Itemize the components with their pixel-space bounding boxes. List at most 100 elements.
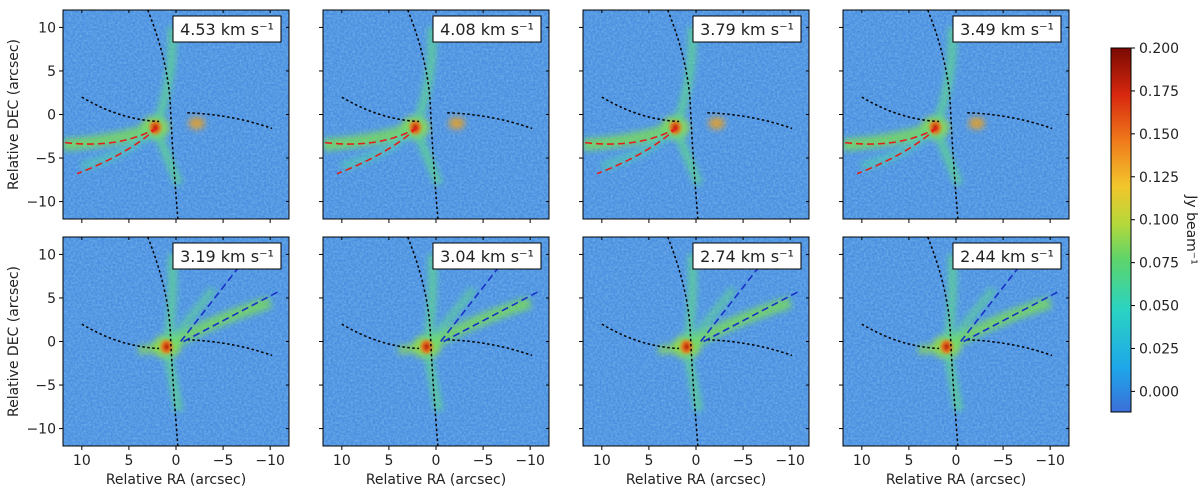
nw-filament-2 [163, 286, 217, 350]
core-peak [420, 339, 433, 354]
y-tick-label: 10 [38, 247, 56, 263]
x-tick-label: 10 [853, 453, 871, 469]
channel-panel: 2.74 km s⁻¹ 10 5 0 −5 −10 Relative RA (arcsec) [579, 236, 810, 488]
west-knot [188, 117, 205, 130]
emission-map [843, 237, 1069, 446]
filament-tracer-east [601, 96, 680, 123]
core-peak [669, 120, 682, 135]
core-peak-center [683, 342, 690, 351]
colorbar-tick-label: 0.050 [1139, 299, 1179, 315]
x-axis-label: Relative RA (arcsec) [886, 472, 1026, 488]
y-tick-label: −10 [26, 195, 56, 211]
filament-tracer-east [861, 96, 940, 123]
velocity-label: 3.49 km s⁻¹ [960, 20, 1054, 39]
blue-outflow-lobe [703, 290, 800, 343]
x-tick-label: 5 [124, 453, 133, 469]
colorbar-tick-label: 0.175 [1139, 84, 1179, 100]
nw-filament [163, 296, 272, 352]
core-peak [929, 120, 942, 135]
colorbar-tick-label: 0.000 [1139, 384, 1179, 400]
red-outflow-lobe [336, 126, 418, 175]
filament-tracer-east [861, 323, 940, 350]
x-axis-label: Relative RA (arcsec) [366, 472, 506, 488]
x-tick-label: 0 [432, 453, 441, 469]
nw-filament-2 [943, 286, 997, 350]
east-filament-2 [600, 124, 679, 172]
velocity-label: 4.53 km s⁻¹ [180, 20, 274, 39]
red-outflow-lobe [582, 126, 678, 145]
velocity-label: 2.44 km s⁻¹ [960, 247, 1054, 266]
x-tick-label: 5 [904, 453, 913, 469]
core-peak [680, 339, 693, 354]
red-outflow-lobe [322, 126, 418, 145]
velocity-label-box [432, 15, 542, 43]
filament-tracer-east [81, 323, 160, 350]
colorbar-tick-label: 0.025 [1139, 341, 1179, 357]
nw-filament [943, 296, 1052, 352]
x-tick-label: 10 [73, 453, 91, 469]
velocity-label-box [692, 15, 802, 43]
emission-map [63, 237, 289, 446]
colorbar-tick-label: 0.125 [1139, 170, 1179, 186]
emission-map [63, 10, 289, 219]
core-peak [160, 339, 173, 354]
red-outflow-lobe [76, 126, 158, 175]
y-tick-label: −5 [35, 378, 56, 394]
y-tick-label: 0 [47, 108, 56, 124]
x-tick-label: 10 [333, 453, 351, 469]
channel-panel: 2.44 km s⁻¹ 10 5 0 −5 −10 Relative RA (arcsec) [839, 236, 1070, 488]
x-tick-label: −10 [775, 453, 805, 469]
velocity-label: 2.74 km s⁻¹ [700, 247, 794, 266]
x-tick-label: −5 [733, 453, 754, 469]
velocity-label-box [172, 15, 282, 43]
emission-map [843, 10, 1069, 219]
x-tick-label: 0 [952, 453, 961, 469]
blue-outflow-lobe [183, 290, 280, 343]
velocity-label: 4.08 km s⁻¹ [440, 20, 534, 39]
blue-outflow-lobe [960, 262, 1023, 342]
filament-tracer-east [341, 96, 420, 123]
x-axis-label: Relative RA (arcsec) [106, 472, 246, 488]
velocity-label-box [172, 242, 282, 270]
x-tick-label: −10 [255, 453, 285, 469]
blue-outflow-lobe [700, 262, 763, 342]
x-tick-label: 0 [692, 453, 701, 469]
x-tick-label: 5 [384, 453, 393, 469]
y-tick-label: 10 [38, 20, 56, 36]
x-axis-label: Relative RA (arcsec) [626, 472, 766, 488]
y-tick-label: −10 [26, 422, 56, 438]
core-peak-center [943, 342, 950, 351]
x-tick-label: 0 [172, 453, 181, 469]
emission-structures [843, 27, 985, 186]
y-tick-label: 5 [47, 291, 56, 307]
emission-map [583, 237, 809, 446]
x-tick-label: −5 [213, 453, 234, 469]
red-outflow-lobe [62, 126, 158, 145]
channel-panel: 3.04 km s⁻¹ 10 5 0 −5 −10 Relative RA (arcsec) [319, 236, 550, 488]
colorbar: 0.000 0.025 0.050 0.075 0.100 0.125 0.150 0.175… [1110, 41, 1199, 413]
channel-panel: 4.08 km s⁻¹ [319, 9, 550, 223]
red-outflow-lobe [842, 126, 938, 145]
velocity-label: 3.79 km s⁻¹ [700, 20, 794, 39]
velocity-label-box [432, 242, 542, 270]
colorbar-tick-label: 0.200 [1139, 41, 1179, 57]
colorbar-frame [1110, 47, 1132, 413]
west-knot [968, 117, 985, 130]
y-tick-label: 5 [47, 64, 56, 80]
channel-panel: 3.49 km s⁻¹ [839, 9, 1070, 223]
colorbar-tick-label: 0.075 [1139, 256, 1179, 272]
red-outflow-lobe [856, 126, 938, 175]
core-peak-center [423, 342, 430, 351]
west-knot [448, 117, 465, 130]
x-tick-label: 5 [644, 453, 653, 469]
colorbar-tick-label: 0.100 [1139, 213, 1179, 229]
core-peak [149, 120, 162, 135]
west-knot [708, 117, 725, 130]
east-filament-2 [340, 124, 419, 172]
x-tick-label: −5 [993, 453, 1014, 469]
nw-filament-2 [423, 286, 477, 350]
channel-panel: 3.79 km s⁻¹ [579, 9, 810, 223]
emission-map [323, 237, 549, 446]
colorbar-tick-label: 0.150 [1139, 127, 1179, 143]
